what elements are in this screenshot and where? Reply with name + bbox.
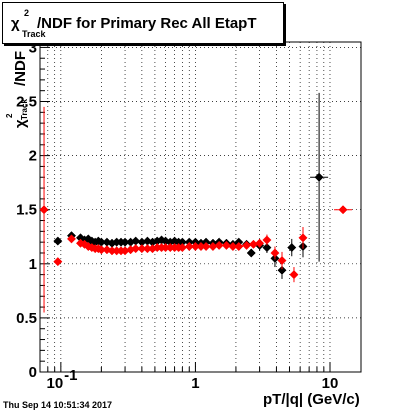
x-tick-label: 1	[191, 375, 199, 392]
timestamp-footer: Thu Sep 14 10:51:34 2017	[3, 400, 113, 410]
title-box: χ 2 Track /NDF for Primary Rec All EtapT	[2, 2, 284, 44]
data-point-red	[255, 238, 265, 248]
y-axis-label-sub: Track	[20, 99, 29, 120]
data-point-red	[53, 257, 63, 267]
data-point-red	[131, 244, 141, 254]
data-point-black	[262, 243, 272, 253]
x-tick-label: 10	[47, 375, 64, 392]
y-axis-label: χ 2 Track /NDF	[2, 40, 29, 140]
data-point-red	[39, 205, 49, 215]
data-point-red	[184, 241, 194, 252]
data-point-red	[221, 240, 231, 250]
y-tick-label: 0	[29, 364, 37, 381]
x-tick-label-exponent: -1	[64, 367, 77, 384]
data-point-red	[201, 241, 211, 252]
data-point-red	[262, 235, 272, 245]
title-chi: χ	[11, 15, 20, 32]
y-axis-label-rest: /NDF	[12, 51, 29, 86]
x-tick-label: 10	[322, 375, 339, 392]
data-point-red	[289, 270, 299, 280]
title-text: /NDF for Primary Rec All EtapT	[37, 15, 257, 32]
y-tick-label: 2.5	[16, 94, 37, 111]
y-tick-label: 0.5	[16, 310, 37, 327]
y-axis-label-chi: χ	[12, 119, 29, 128]
x-axis-label: pT/|q| (GeV/c)	[263, 391, 360, 408]
data-point-red	[214, 240, 224, 250]
y-tick-label: 3	[29, 39, 37, 56]
y-tick-label: 1.5	[16, 202, 37, 219]
data-point-red	[298, 233, 308, 243]
data-point-red	[102, 245, 112, 255]
data-point-red	[277, 256, 287, 266]
y-tick-label: 1	[29, 256, 37, 273]
data-point-black	[53, 236, 63, 246]
title-sup: 2	[24, 8, 30, 18]
data-point-red	[270, 248, 280, 258]
data-point-red	[66, 234, 77, 244]
data-point-black	[277, 265, 287, 275]
data-point-black	[287, 243, 297, 253]
data-point-red	[234, 241, 244, 252]
plot-frame	[39, 41, 362, 373]
title-sub: Track	[22, 29, 46, 39]
data-point-black	[246, 248, 256, 258]
y-tick-label: 2	[29, 148, 37, 165]
y-axis-label-sup: 2	[5, 113, 14, 118]
